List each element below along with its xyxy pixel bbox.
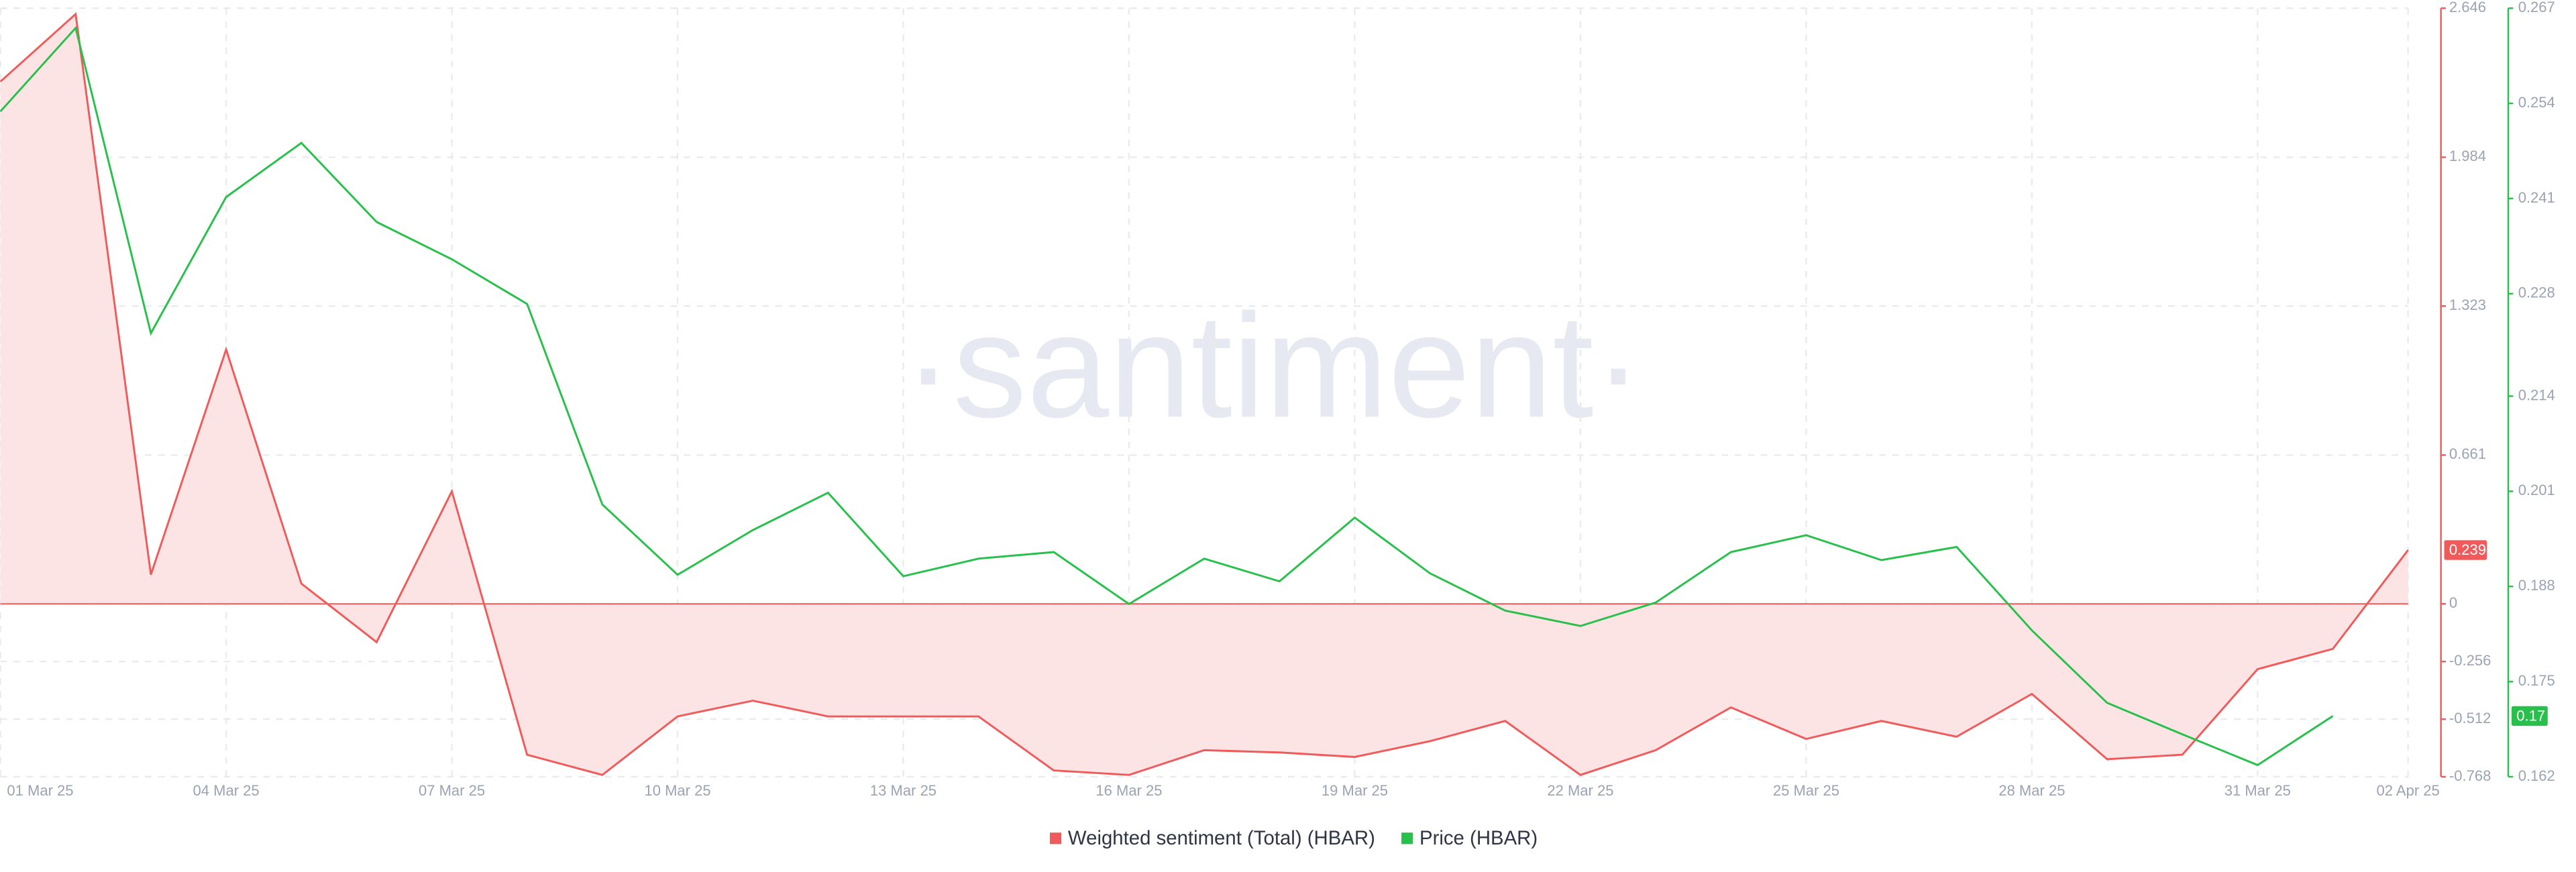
y2-tick-label: 0.201: [2518, 482, 2555, 498]
watermark: ·santiment·: [904, 283, 1643, 448]
y2-tick-label: 0.228: [2518, 284, 2555, 301]
legend-label: Weighted sentiment (Total) (HBAR): [1068, 827, 1375, 849]
area: [0, 13, 2408, 775]
y-tick-label: 1.323: [2449, 296, 2486, 313]
x-tick-label: 02 Apr 25: [2377, 782, 2440, 799]
y2-tick-label: 0.175: [2518, 672, 2555, 689]
series-line: [0, 25, 2334, 767]
y-tick-label: -0.512: [2449, 710, 2491, 726]
x-tick-label: 28 Mar 25: [1998, 782, 2065, 799]
series-line: [0, 12, 2409, 776]
last-value-box: [2444, 540, 2487, 560]
y-tick-label: -0.256: [2449, 652, 2491, 669]
y2-tick-label: 0.188: [2518, 577, 2555, 594]
y2-tick-label: 0.241: [2518, 189, 2555, 206]
y2-tick-label: 0.267: [2518, 0, 2555, 15]
y2-tick-label: 0.254: [2518, 94, 2555, 111]
legend-swatch: [1050, 832, 1062, 844]
legend-swatch: [1401, 832, 1413, 844]
last-value-box: [2511, 706, 2548, 726]
x-tick-label: 13 Mar 25: [870, 782, 936, 799]
y2-tick-label: 0.162: [2518, 767, 2555, 784]
legend-label: Price (HBAR): [1419, 827, 1538, 849]
x-tick-label: 07 Mar 25: [419, 782, 485, 799]
x-tick-label: 16 Mar 25: [1095, 782, 1162, 799]
y2-tick-label: 0.214: [2518, 386, 2555, 403]
y-tick-label: 0.661: [2449, 445, 2486, 462]
x-tick-label: 22 Mar 25: [1547, 782, 1613, 799]
y-tick-label: 0: [2449, 594, 2457, 611]
last-value-label: 0.17: [2516, 707, 2545, 724]
x-tick-label: 25 Mar 25: [1773, 782, 1839, 799]
y-tick-label: 1.984: [2449, 148, 2486, 164]
y-tick-label: -0.768: [2449, 767, 2491, 784]
y-tick-label: 2.646: [2449, 0, 2486, 15]
last-value-label: 0.239: [2449, 541, 2486, 558]
x-tick-label: 19 Mar 25: [1322, 782, 1388, 799]
x-tick-label: 10 Mar 25: [644, 782, 710, 799]
x-tick-label: 04 Mar 25: [193, 782, 260, 799]
x-tick-label: 01 Mar 25: [7, 782, 73, 799]
x-tick-label: 31 Mar 25: [2224, 782, 2291, 799]
